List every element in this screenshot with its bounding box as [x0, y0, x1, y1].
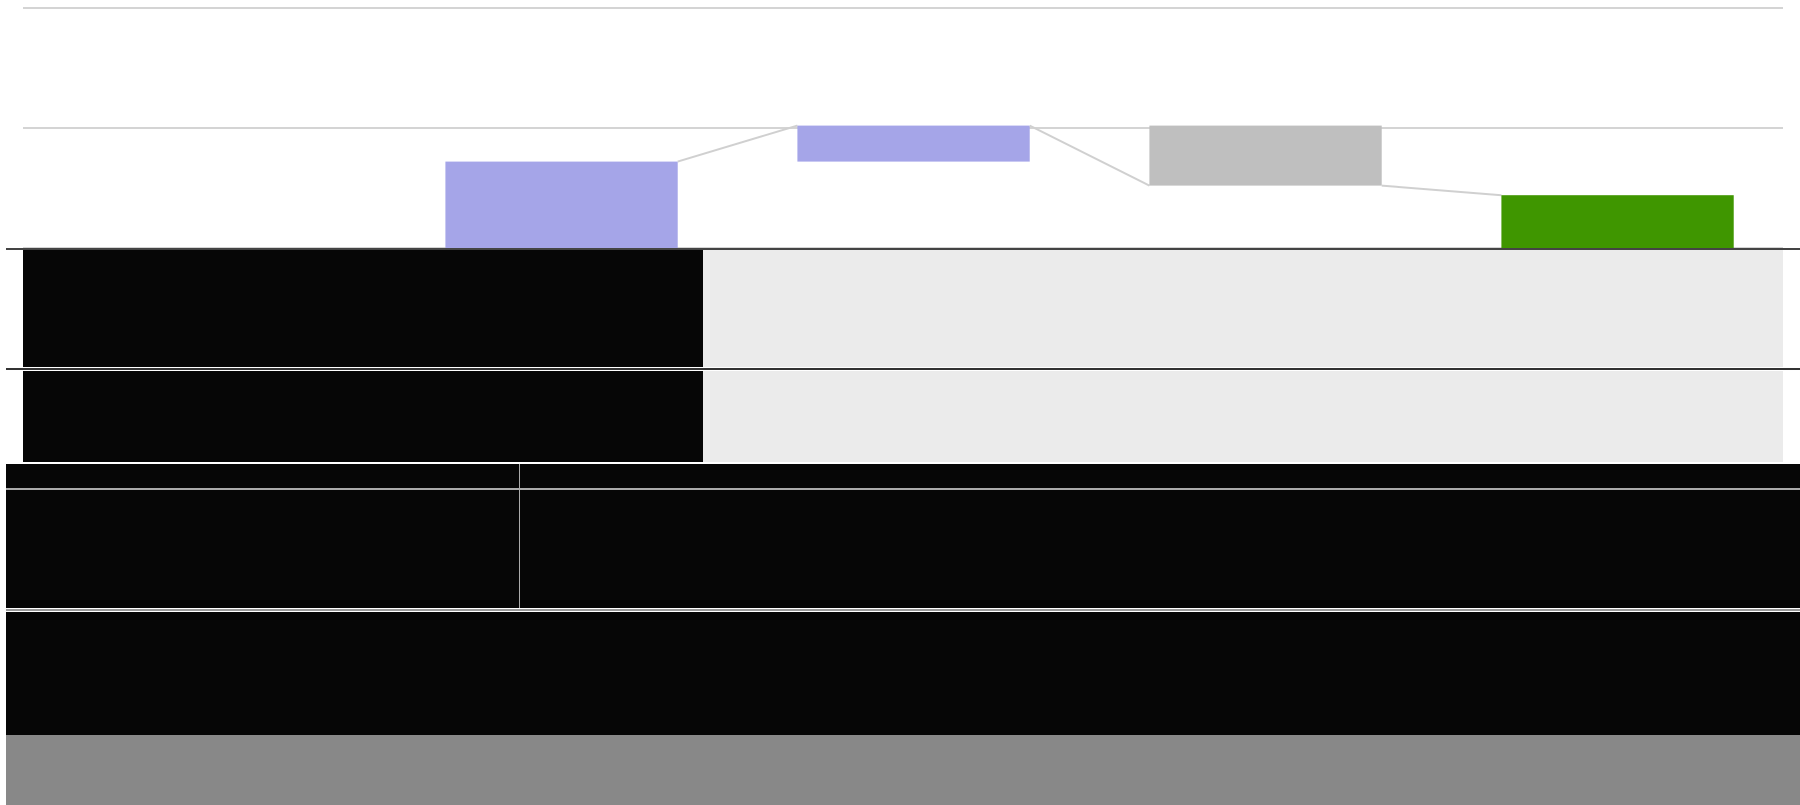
panel-dark	[23, 250, 703, 367]
rule	[6, 368, 1800, 370]
panel-light	[703, 250, 1783, 367]
divider	[6, 609, 1800, 611]
panel-dark	[6, 612, 1800, 735]
bar	[797, 125, 1030, 162]
bar	[445, 161, 678, 248]
panel-light	[703, 371, 1783, 462]
rule	[6, 248, 1800, 250]
panel-dark	[23, 371, 703, 462]
bar	[1501, 195, 1734, 248]
divider	[6, 488, 1800, 490]
connector	[1029, 124, 1150, 187]
chart	[23, 7, 1783, 249]
connector	[1381, 184, 1502, 197]
footer	[6, 735, 1800, 805]
bar	[1149, 125, 1382, 186]
divider	[519, 464, 520, 608]
connector	[677, 124, 798, 163]
panel-dark	[6, 464, 1800, 608]
